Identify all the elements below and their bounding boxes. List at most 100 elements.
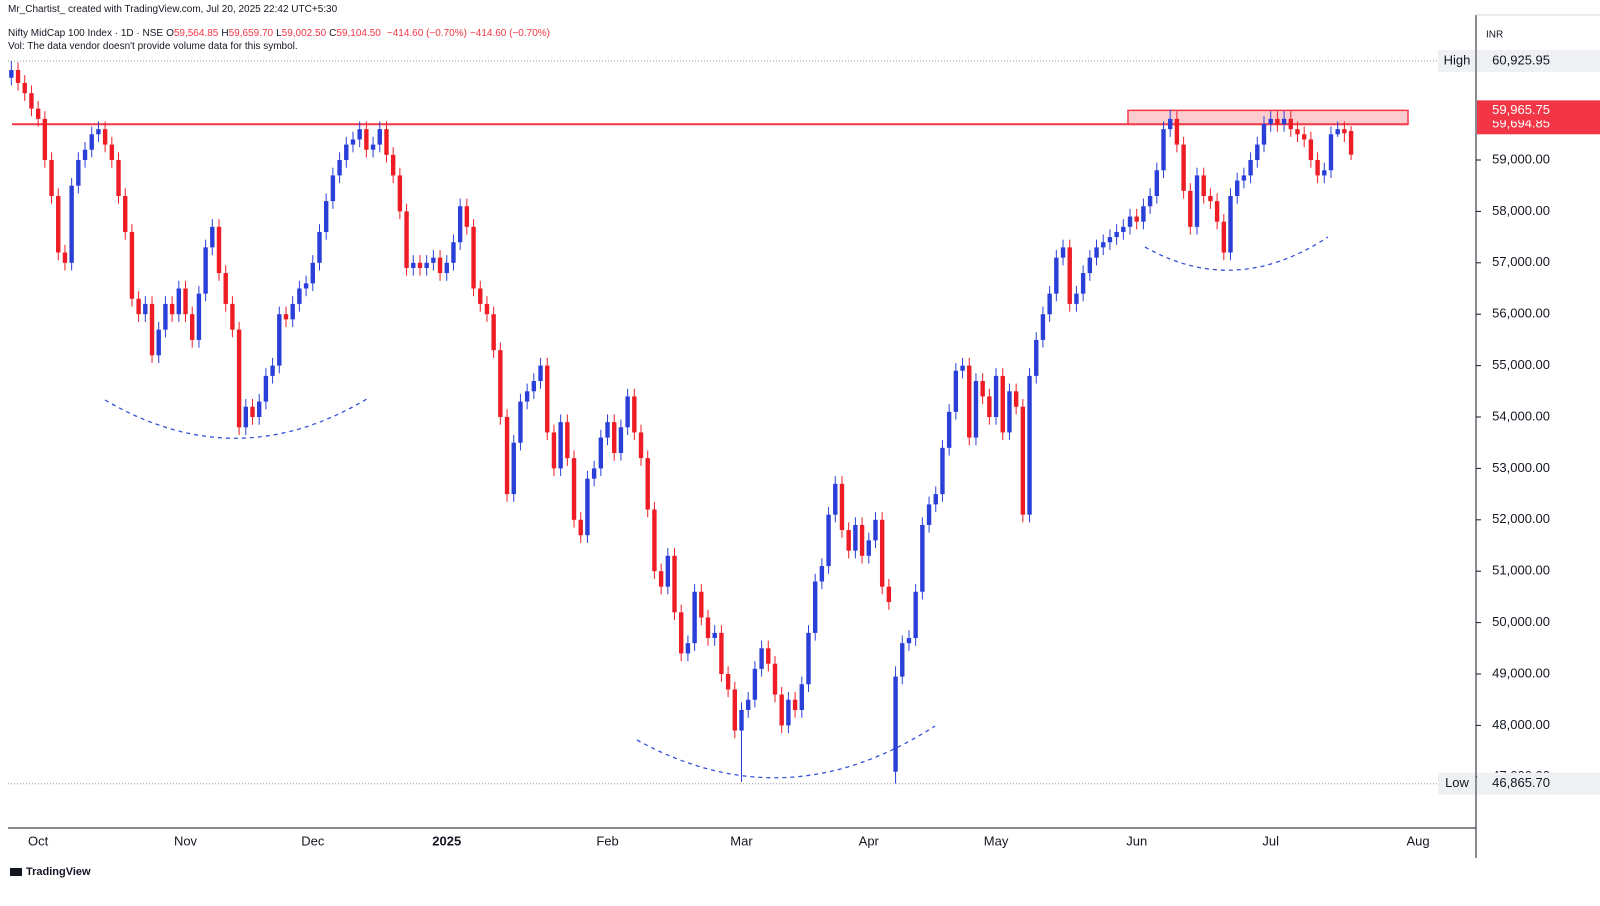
high-tag: High bbox=[1444, 52, 1471, 67]
candle-body bbox=[652, 509, 657, 572]
volume-note: Vol: The data vendor doesn't provide vol… bbox=[8, 41, 298, 52]
candle-body bbox=[1301, 134, 1307, 140]
currency: INR bbox=[1486, 30, 1503, 41]
candle-body bbox=[384, 129, 389, 155]
candle-body bbox=[946, 411, 952, 448]
candle-body bbox=[1342, 129, 1347, 134]
candle-body bbox=[1074, 293, 1079, 304]
candle-body bbox=[310, 262, 315, 284]
candle-body bbox=[35, 108, 41, 119]
candle-body bbox=[913, 591, 918, 639]
candle-body bbox=[1268, 118, 1273, 125]
candle-body bbox=[1315, 160, 1320, 176]
candle-body bbox=[900, 643, 905, 677]
candle-body bbox=[685, 643, 691, 654]
candle-body bbox=[1040, 314, 1046, 340]
level-label: 59,965.75 bbox=[1492, 102, 1550, 117]
candle-body bbox=[303, 283, 309, 289]
candle-body bbox=[732, 689, 738, 731]
candle-body bbox=[183, 288, 188, 315]
candle-body bbox=[49, 160, 54, 196]
candle-body bbox=[879, 519, 885, 587]
candle-body bbox=[1080, 273, 1086, 294]
candle-body bbox=[1194, 175, 1200, 227]
candle-body bbox=[1168, 118, 1173, 130]
candle-body bbox=[62, 252, 68, 263]
candle-body bbox=[1094, 247, 1099, 258]
candle-body bbox=[792, 699, 798, 710]
candle-body bbox=[591, 468, 597, 479]
candle-body bbox=[109, 144, 115, 161]
candle-body bbox=[1154, 170, 1160, 196]
candle-body bbox=[1147, 195, 1153, 207]
low-tag: Low bbox=[1445, 775, 1469, 790]
candle-body bbox=[980, 381, 985, 397]
candle-body bbox=[143, 303, 148, 315]
candle-body bbox=[1214, 201, 1220, 222]
candle-body bbox=[1322, 170, 1327, 176]
candle-body bbox=[15, 70, 21, 83]
candle-body bbox=[826, 514, 831, 567]
high-label-bg bbox=[1477, 50, 1600, 73]
candle-body bbox=[29, 93, 34, 109]
candle-body bbox=[618, 427, 624, 453]
ohlc-legend: O59,564.85 H59,659.70 L59,002.50 C59,104.50 bbox=[166, 28, 384, 39]
candle-body bbox=[223, 273, 228, 304]
x-tick-label: Mar bbox=[730, 833, 753, 848]
ohlc-key: H bbox=[221, 28, 229, 39]
candle-body bbox=[263, 375, 269, 402]
candle-body bbox=[317, 231, 322, 263]
candle-body bbox=[886, 586, 892, 603]
candle-body bbox=[424, 262, 429, 268]
candle-body bbox=[833, 483, 838, 515]
rounding-arc bbox=[104, 396, 371, 439]
candle-body bbox=[9, 70, 14, 78]
candle-body bbox=[250, 406, 255, 418]
candle-body bbox=[1234, 180, 1240, 196]
candle-body bbox=[625, 396, 630, 428]
candle-body bbox=[819, 566, 825, 582]
axis-labels: 47,000.0048,000.0049,000.0050,000.0051,0… bbox=[28, 50, 1600, 848]
low-tag-bg bbox=[1438, 772, 1475, 795]
candle-body bbox=[411, 262, 416, 268]
candle-body bbox=[1067, 247, 1072, 304]
candle-body bbox=[136, 298, 141, 315]
candle-body bbox=[437, 257, 443, 274]
candle-body bbox=[203, 247, 208, 294]
candle-body bbox=[123, 195, 128, 232]
candle-body bbox=[1208, 195, 1213, 202]
brand-text: TradingView bbox=[26, 866, 91, 878]
candle-body bbox=[672, 555, 677, 613]
candle-body bbox=[679, 612, 684, 654]
candle-body bbox=[812, 581, 818, 633]
candle-body bbox=[116, 160, 121, 196]
low-label-bg bbox=[1477, 772, 1600, 795]
candle-body bbox=[866, 540, 871, 556]
candle-body bbox=[632, 396, 637, 433]
candle-body bbox=[56, 195, 61, 253]
ohlc-value: 59,564.85 bbox=[173, 28, 219, 39]
candle-body bbox=[739, 709, 744, 731]
candle-body bbox=[504, 417, 510, 495]
candle-body bbox=[498, 350, 503, 418]
candle-body bbox=[531, 381, 537, 392]
y-tick-label: 50,000.00 bbox=[1492, 614, 1550, 629]
candle-body bbox=[612, 422, 617, 453]
x-tick-label: Aug bbox=[1406, 833, 1429, 848]
candle-body bbox=[1121, 226, 1126, 232]
rounding-arc bbox=[1144, 236, 1329, 271]
candle-body bbox=[323, 201, 329, 232]
ohlc-value: 59,002.50 bbox=[281, 28, 327, 39]
y-tick-label: 51,000.00 bbox=[1492, 563, 1550, 578]
candle-body bbox=[1281, 118, 1287, 125]
candle-body bbox=[163, 303, 168, 330]
candle-body bbox=[518, 401, 523, 443]
candle-body bbox=[1134, 216, 1139, 222]
candle-body bbox=[243, 406, 249, 428]
candle-body bbox=[524, 391, 530, 402]
candle-body bbox=[1127, 216, 1133, 227]
candle-body bbox=[1060, 247, 1066, 258]
y-tick-label: 54,000.00 bbox=[1492, 408, 1550, 423]
